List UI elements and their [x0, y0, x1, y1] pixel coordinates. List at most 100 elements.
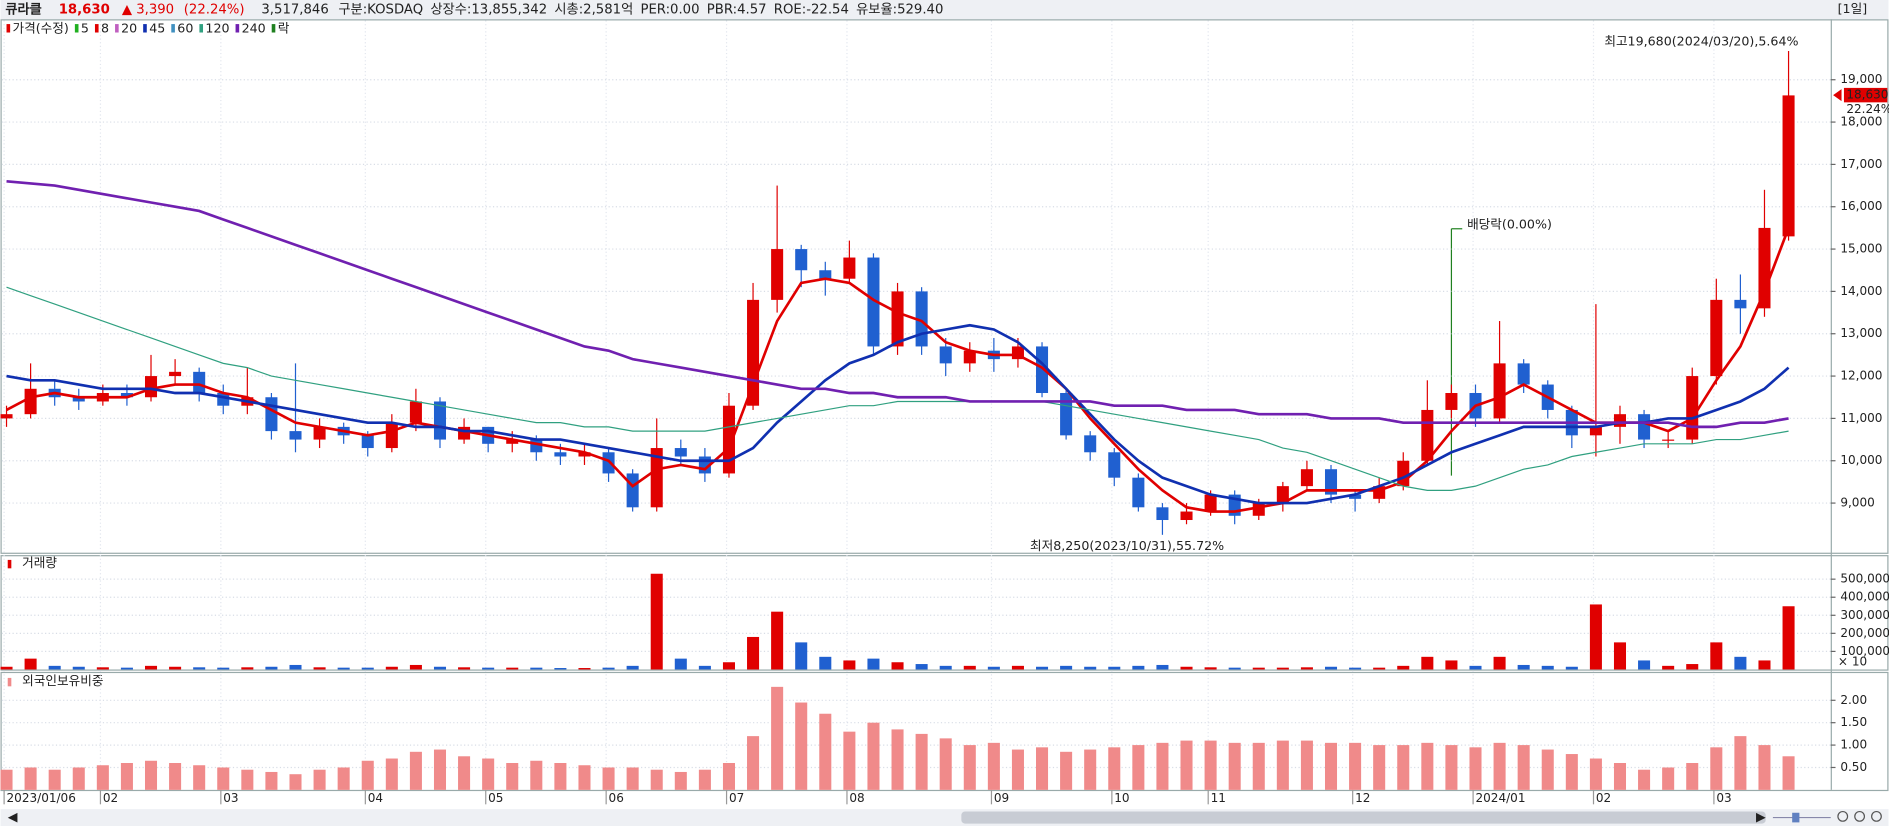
bar — [361, 760, 374, 790]
bar — [963, 665, 976, 670]
bar — [626, 767, 639, 790]
bar — [843, 660, 856, 670]
bar — [1060, 751, 1073, 790]
bar — [1132, 665, 1145, 670]
candle-body — [1638, 414, 1651, 440]
moving-average — [5, 227, 1790, 513]
candle-body — [0, 414, 13, 419]
y-tick-label: 10,000 — [1840, 453, 1882, 467]
x-tick-label: 06 — [609, 791, 624, 805]
bar — [144, 665, 158, 670]
bar — [602, 667, 615, 670]
candle-body — [361, 435, 374, 449]
candle-body — [193, 371, 206, 394]
bar — [1397, 665, 1410, 670]
legend-label: 5 — [81, 20, 89, 35]
bar — [650, 573, 663, 670]
scroll-right[interactable]: ▶ — [1756, 809, 1766, 824]
bar — [1252, 742, 1265, 790]
legend-label: 가격(수정) — [13, 20, 69, 35]
shares: 상장수:13,855,342 — [430, 2, 547, 18]
candle-body — [650, 448, 663, 508]
y-tick-label: 2.00 — [1840, 693, 1867, 707]
high-label: 최고19,680(2024/03/20),5.64% — [1604, 34, 1798, 49]
zoom-reset[interactable] — [1871, 810, 1882, 822]
bar — [385, 758, 398, 790]
bar — [1156, 664, 1169, 670]
candle-body — [24, 388, 37, 415]
bar — [1734, 736, 1747, 790]
candle-body — [1084, 435, 1097, 453]
bar — [1011, 665, 1024, 670]
candle-body — [1613, 414, 1627, 427]
legend-swatch — [235, 24, 240, 33]
candle-body — [1710, 299, 1723, 377]
pbr: PBR:4.57 — [707, 3, 767, 18]
legend-swatch — [74, 24, 79, 33]
bar — [241, 667, 254, 670]
x-tick-label: 05 — [488, 791, 503, 805]
bar — [578, 668, 591, 670]
y-tick-label: 13,000 — [1840, 326, 1882, 340]
moving-average — [6, 180, 1789, 429]
per: PER:0.00 — [640, 3, 699, 18]
candle-body — [1734, 299, 1747, 309]
bar — [987, 666, 1000, 670]
moving-average — [6, 323, 1790, 505]
bar — [0, 666, 13, 670]
bar — [193, 667, 206, 670]
bar — [48, 665, 61, 670]
bar — [867, 722, 880, 790]
legend-swatch — [271, 24, 276, 33]
bar — [1662, 665, 1675, 670]
x-tick-label: 02 — [1596, 791, 1611, 805]
price: 18,630 — [59, 3, 110, 18]
candle-body — [626, 473, 639, 508]
candle-body — [939, 346, 952, 364]
bar — [915, 664, 928, 670]
candle-body — [674, 448, 687, 457]
candle-body — [843, 257, 856, 279]
candle-body — [1782, 95, 1795, 237]
candle-body — [1204, 494, 1217, 512]
bar — [1445, 745, 1458, 790]
candle-body — [1349, 494, 1362, 499]
candle-body — [602, 452, 615, 474]
bar — [795, 642, 808, 670]
bar — [241, 769, 254, 790]
period[interactable]: [1일] — [1838, 1, 1868, 16]
stock-name: 큐라클 — [5, 2, 42, 18]
candle-body — [554, 452, 567, 457]
bar — [1300, 667, 1313, 670]
zoom-knob[interactable] — [1792, 812, 1800, 823]
scroll-thumb[interactable] — [961, 811, 1766, 824]
zoom-out[interactable] — [1854, 810, 1866, 822]
bar — [1204, 740, 1217, 790]
candle-body — [1324, 469, 1338, 495]
legend-swatch — [199, 24, 204, 33]
x-tick-label: 07 — [729, 791, 744, 805]
bar — [987, 742, 1000, 790]
bar — [506, 667, 519, 670]
candle-body — [578, 452, 591, 457]
legend-label: 45 — [149, 20, 165, 35]
bar — [217, 767, 230, 790]
candle-body — [506, 439, 519, 444]
bar — [1541, 665, 1554, 670]
candle-body — [1589, 426, 1602, 436]
bar — [1228, 742, 1241, 790]
scroll-left[interactable]: ◀ — [8, 809, 18, 824]
candle-body — [963, 350, 976, 364]
bar — [1589, 604, 1602, 670]
bar — [1036, 666, 1049, 670]
legend-label: 120 — [205, 20, 229, 35]
bar — [939, 665, 952, 670]
y-tick-label: 17,000 — [1840, 157, 1882, 171]
price-panel — [0, 19, 1889, 554]
legend-label: 20 — [121, 20, 137, 35]
zoom-in[interactable] — [1837, 810, 1849, 822]
bar — [144, 760, 158, 790]
candle-body — [1036, 346, 1049, 394]
dividend-label: 배당락(0.00%) — [1467, 217, 1552, 232]
candle-body — [1662, 439, 1675, 441]
